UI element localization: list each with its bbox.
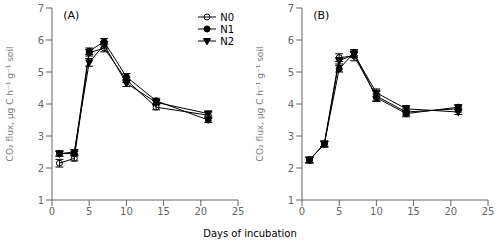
svg-text:5: 5 (288, 67, 294, 78)
html-text:Days of incubation: Days of incubation (203, 228, 297, 239)
html-text:N2: N2 (220, 35, 234, 47)
svg-text:7: 7 (38, 3, 44, 14)
svg-text:25: 25 (232, 206, 245, 217)
svg-text:5: 5 (86, 206, 92, 217)
svg-text:15: 15 (407, 206, 420, 217)
svg-text:15: 15 (157, 206, 170, 217)
svg-text:1: 1 (288, 195, 294, 206)
svg-text:4: 4 (288, 99, 294, 110)
svg-text:2: 2 (288, 163, 294, 174)
svg-text:0: 0 (49, 206, 55, 217)
svg-text:5: 5 (336, 206, 342, 217)
svg-text:0: 0 (299, 206, 305, 217)
svg-text:3: 3 (38, 131, 44, 142)
html-text:(B): (B) (313, 9, 330, 22)
html-text:(A): (A) (63, 9, 80, 22)
html-text:N0: N0 (220, 11, 234, 23)
svg-text:4: 4 (38, 99, 44, 110)
svg-text:20: 20 (194, 206, 207, 217)
svg-text:CO₂ flux, μg C h⁻¹ g⁻¹ soil: CO₂ flux, μg C h⁻¹ g⁻¹ soil (255, 47, 265, 162)
svg-text:7: 7 (288, 3, 294, 14)
svg-text:20: 20 (444, 206, 457, 217)
svg-text:5: 5 (38, 67, 44, 78)
svg-text:6: 6 (38, 35, 44, 46)
svg-text:CO₂ flux, μg C h⁻¹ g⁻¹ soil: CO₂ flux, μg C h⁻¹ g⁻¹ soil (8, 47, 15, 162)
svg-text:10: 10 (370, 206, 383, 217)
svg-text:1: 1 (38, 195, 44, 206)
svg-text:3: 3 (288, 131, 294, 142)
svg-text:10: 10 (120, 206, 133, 217)
svg-text:25: 25 (482, 206, 492, 217)
html-text:N1: N1 (220, 23, 234, 35)
svg-text:6: 6 (288, 35, 294, 46)
svg-text:2: 2 (38, 163, 44, 174)
